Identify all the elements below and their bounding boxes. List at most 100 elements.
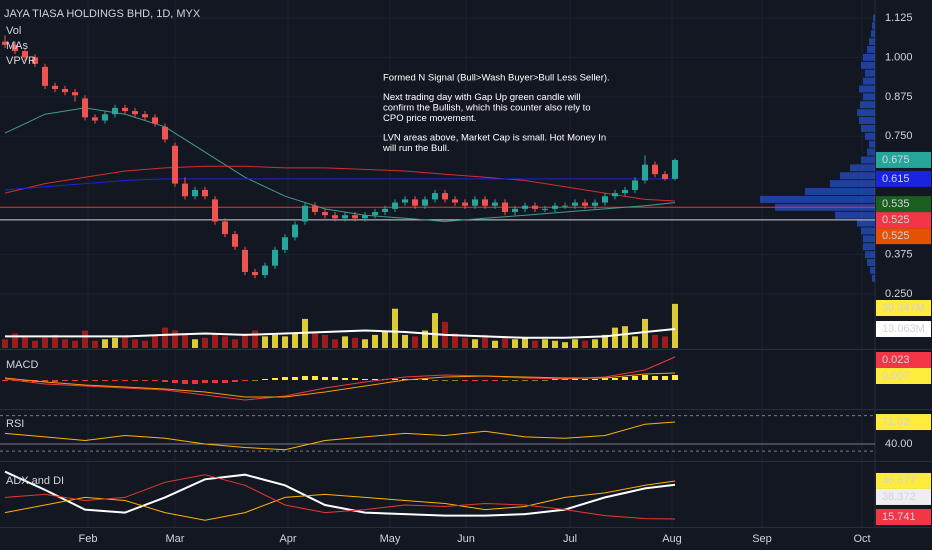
macd-histogram-bar <box>102 380 108 381</box>
volume-bar <box>592 339 598 348</box>
candle-body <box>352 215 358 219</box>
macd-histogram-bar <box>212 380 218 383</box>
candle-body <box>362 215 368 219</box>
price-label-box <box>876 488 931 505</box>
volume-bar <box>662 336 668 348</box>
candle-body <box>102 114 108 121</box>
macd-histogram-bar <box>152 380 158 381</box>
macd-histogram-bar <box>442 380 448 381</box>
macd-histogram-bar <box>2 380 8 381</box>
price-label: 30.347M <box>882 302 925 314</box>
candle-body <box>452 199 458 203</box>
volume-bar <box>32 340 38 348</box>
candle-body <box>382 208 388 213</box>
candle-body <box>12 44 18 52</box>
price-label-box <box>876 352 931 368</box>
candle-body <box>572 202 578 206</box>
candle-body <box>142 114 148 118</box>
macd-histogram-bar <box>552 379 558 380</box>
marks <box>0 14 875 521</box>
volume-profile-bar <box>872 22 875 30</box>
volume-bar <box>142 340 148 348</box>
volume-bar <box>672 303 678 348</box>
price-label-box <box>876 212 931 229</box>
macd-histogram-bar <box>452 380 458 381</box>
volume-bar <box>342 336 348 348</box>
volume-profile-bar <box>863 93 875 101</box>
macd-histogram-bar <box>652 376 658 380</box>
volume-bar <box>572 339 578 348</box>
legend-entry: MAs <box>6 40 29 52</box>
price-label-box <box>876 228 931 245</box>
volume-profile-bar <box>870 266 875 274</box>
candle-body <box>272 249 278 266</box>
candle-body <box>202 189 208 197</box>
candle-body <box>282 237 288 250</box>
macd-histogram-bar <box>222 380 228 383</box>
volume-bar <box>582 340 588 348</box>
candle-body <box>62 88 68 93</box>
candle-body <box>582 202 588 206</box>
volume-bar <box>612 327 618 348</box>
volume-profile-bar <box>873 14 875 22</box>
candle-body <box>72 92 78 96</box>
macd-histogram-bar <box>622 377 628 380</box>
macd-histogram-bar <box>672 375 678 380</box>
candle-body <box>42 66 48 86</box>
macd-histogram-bar <box>232 380 238 382</box>
annotation-text: Formed N Signal (Bull>Wash Buyer>Bull Le… <box>383 73 610 84</box>
price-label-box <box>876 368 931 384</box>
volume-bar <box>102 339 108 348</box>
macd-histogram-bar <box>202 380 208 383</box>
candle-body <box>612 193 618 197</box>
volume-bar <box>202 337 208 348</box>
macd-histogram-bar <box>272 378 278 380</box>
volume-profile-bar <box>861 227 875 235</box>
macd-histogram-bar <box>92 380 98 381</box>
candle-body <box>172 145 178 184</box>
volume-profile-bar <box>872 274 875 282</box>
axis-labels: Feb Mar Apr May Jun Jul Aug Sep Oct 1.125 1.000 0.8… <box>79 12 931 545</box>
macd-histogram-bar <box>122 380 128 381</box>
volume-bar <box>412 336 418 348</box>
volume-bar <box>232 339 238 348</box>
price-label-box <box>876 509 931 525</box>
macd-line <box>4 372 676 398</box>
annotation-text: LVN areas above, Market Cap is small. Ho… <box>383 133 606 144</box>
macd-histogram-bar <box>192 380 198 384</box>
volume-profile-bar <box>863 243 875 251</box>
volume-bar <box>252 330 258 348</box>
volume-bar <box>12 333 18 348</box>
candle-body <box>122 107 128 112</box>
candle-body <box>152 117 158 124</box>
macd-histogram-bar <box>542 380 548 381</box>
macd-histogram-bar <box>492 380 498 381</box>
price-label: 13.063M <box>882 323 925 335</box>
volume-profile-bar <box>859 117 875 125</box>
candle-body <box>532 205 538 209</box>
volume-profile-bar <box>867 148 875 156</box>
candle-body <box>472 199 478 206</box>
price-label-box <box>876 414 931 431</box>
volume-profile-bar <box>867 46 875 54</box>
volume-bar <box>492 340 498 348</box>
price-label: 0.535 <box>882 198 910 210</box>
volume-bar <box>522 337 528 348</box>
candle-body <box>132 111 138 115</box>
price-label-box <box>876 472 931 489</box>
volume-profile-bar <box>840 172 875 180</box>
macd-histogram-bar <box>332 377 338 380</box>
volume-profile-bar <box>805 188 875 196</box>
candle-body <box>662 174 668 179</box>
volume-bar <box>422 330 428 348</box>
price-label: 0.615 <box>882 173 910 185</box>
volume-bar <box>312 332 318 348</box>
macd-histogram-bar <box>522 380 528 381</box>
x-tick-label: Jul <box>563 533 577 545</box>
volume-bar <box>452 333 458 348</box>
candle-body <box>602 196 608 203</box>
macd-histogram-bar <box>322 377 328 380</box>
candle-body <box>332 215 338 219</box>
chart-title: JAYA TIASA HOLDINGS BHD, 1D, MYX <box>4 8 201 20</box>
macd-histogram-bar <box>42 380 48 382</box>
